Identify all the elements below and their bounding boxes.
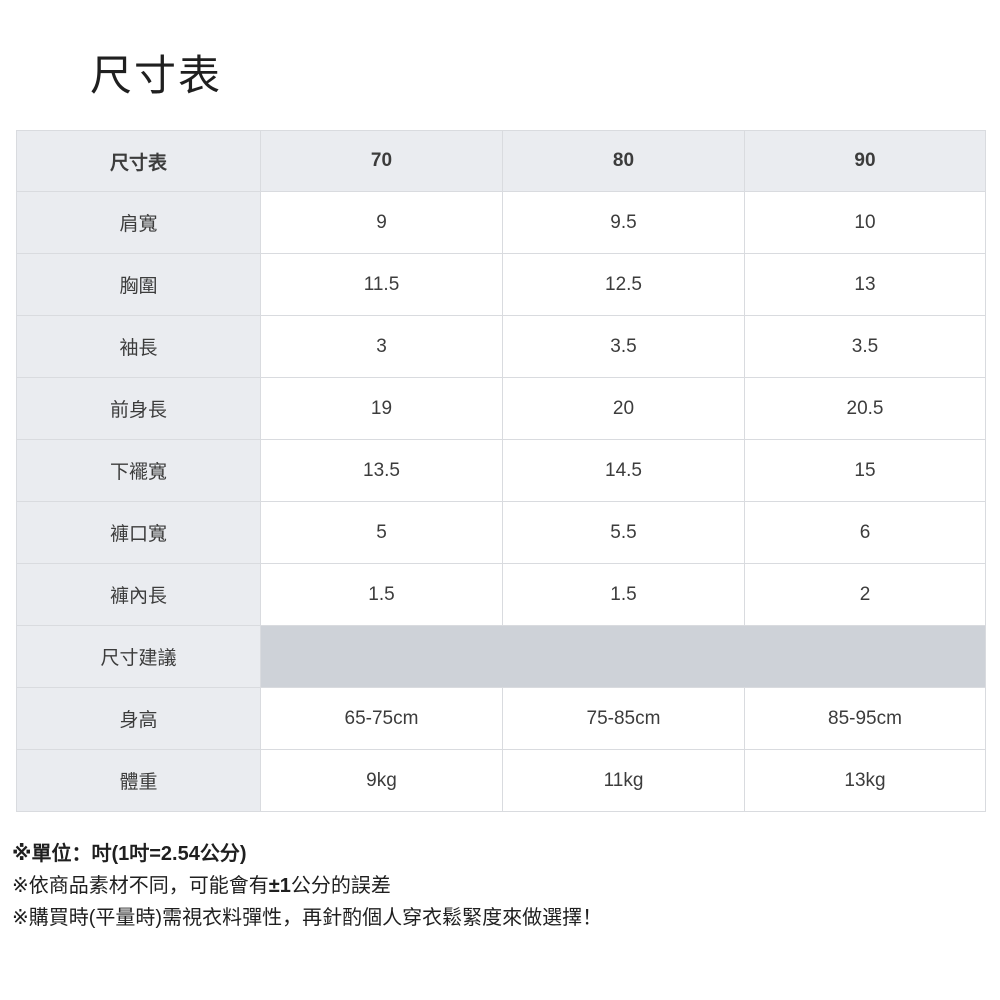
cell-value: 20: [502, 377, 745, 441]
cell-value: 3: [260, 315, 503, 379]
cell-value: 3.5: [502, 315, 745, 379]
row-label: 下襬寬: [16, 439, 261, 503]
header-cell-size-70: 70: [260, 130, 503, 193]
size-chart-table: 尺寸表 70 80 90 肩寬 9 9.5 10 胸圍 11.5 12.5 13…: [16, 130, 986, 813]
table-row-chest: 胸圍 11.5 12.5 13: [16, 253, 986, 317]
row-label: 體重: [16, 749, 261, 813]
cell-value: 20.5: [744, 377, 986, 441]
cell-value: 3.5: [744, 315, 986, 379]
cell-value: 5.5: [502, 501, 745, 565]
note-tolerance-value: ±1: [268, 875, 291, 898]
cell-value: 75-85cm: [502, 687, 745, 751]
row-label: 褲口寬: [16, 501, 261, 565]
cell-value: 14.5: [502, 439, 745, 503]
table-section-row-size-suggestion: 尺寸建議: [16, 625, 986, 689]
cell-value: 5: [260, 501, 503, 565]
cell-value: 13kg: [744, 749, 986, 813]
cell-value: 11kg: [502, 749, 745, 813]
note-unit-text: ※單位：吋(1吋=2.54公分): [12, 843, 247, 866]
row-label: 肩寬: [16, 191, 261, 255]
section-band: [260, 625, 986, 689]
cell-value: 19: [260, 377, 503, 441]
cell-value: 9kg: [260, 749, 503, 813]
cell-value: 12.5: [502, 253, 745, 317]
cell-value: 13: [744, 253, 986, 317]
row-label: 身高: [16, 687, 261, 751]
cell-value: 65-75cm: [260, 687, 503, 751]
row-label: 尺寸建議: [16, 625, 261, 689]
cell-value: 6: [744, 501, 986, 565]
table-row-shoulder-width: 肩寬 9 9.5 10: [16, 191, 986, 255]
row-label: 前身長: [16, 377, 261, 441]
table-row-front-length: 前身長 19 20 20.5: [16, 377, 986, 441]
cell-value: 85-95cm: [744, 687, 986, 751]
header-cell-label: 尺寸表: [16, 130, 261, 193]
header-cell-size-90: 90: [744, 130, 986, 193]
cell-value: 13.5: [260, 439, 503, 503]
row-label: 袖長: [16, 315, 261, 379]
row-label: 褲內長: [16, 563, 261, 627]
cell-value: 9: [260, 191, 503, 255]
table-row-hem-width: 下襬寬 13.5 14.5 15: [16, 439, 986, 503]
cell-value: 1.5: [502, 563, 745, 627]
table-header-row: 尺寸表 70 80 90: [16, 130, 986, 193]
table-row-pant-inseam: 褲內長 1.5 1.5 2: [16, 563, 986, 627]
page-title: 尺寸表: [90, 52, 223, 99]
cell-value: 10: [744, 191, 986, 255]
cell-value: 1.5: [260, 563, 503, 627]
cell-value: 15: [744, 439, 986, 503]
cell-value: 2: [744, 563, 986, 627]
note-tolerance: ※依商品素材不同，可能會有±1公分的誤差: [12, 870, 1000, 902]
cell-value: 9.5: [502, 191, 745, 255]
note-unit: ※單位：吋(1吋=2.54公分): [12, 838, 1000, 870]
table-row-sleeve-length: 袖長 3 3.5 3.5: [16, 315, 986, 379]
table-row-pant-opening-width: 褲口寬 5 5.5 6: [16, 501, 986, 565]
table-row-height: 身高 65-75cm 75-85cm 85-95cm: [16, 687, 986, 751]
cell-value: 11.5: [260, 253, 503, 317]
note-tolerance-pre: ※依商品素材不同，可能會有: [12, 875, 269, 898]
note-advice: ※購買時(平量時)需視衣料彈性，再針酌個人穿衣鬆緊度來做選擇！: [12, 902, 1000, 934]
note-tolerance-post: 公分的誤差: [290, 875, 391, 898]
table-row-weight: 體重 9kg 11kg 13kg: [16, 749, 986, 813]
note-advice-text: ※購買時(平量時)需視衣料彈性，再針酌個人穿衣鬆緊度來做選擇！: [12, 907, 603, 930]
header-cell-size-80: 80: [502, 130, 745, 193]
row-label: 胸圍: [16, 253, 261, 317]
footnotes: ※單位：吋(1吋=2.54公分) ※依商品素材不同，可能會有±1公分的誤差 ※購…: [12, 838, 1000, 934]
